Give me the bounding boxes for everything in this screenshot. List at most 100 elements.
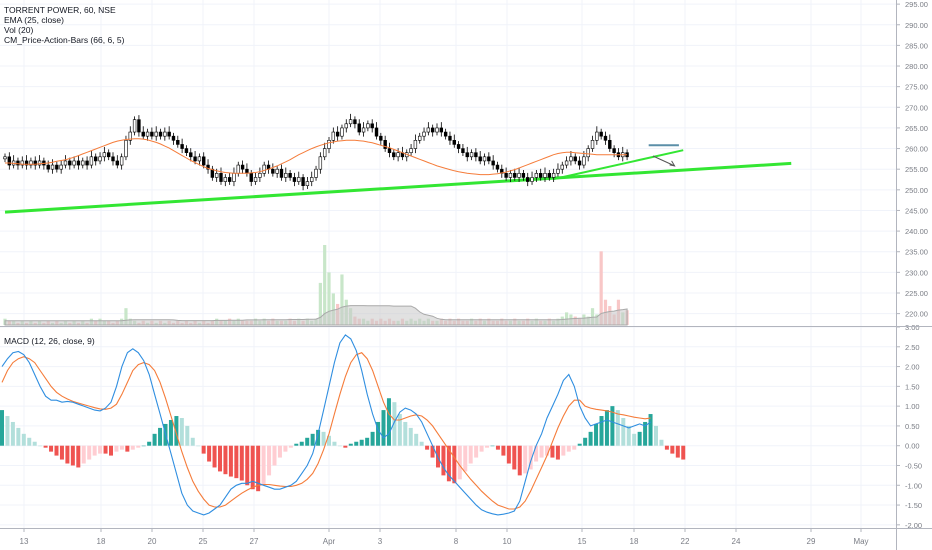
projection-arrow bbox=[652, 155, 675, 167]
macd-histogram-bar bbox=[583, 437, 588, 446]
time-tick-label[interactable]: 24 bbox=[732, 537, 741, 546]
time-tick-label[interactable]: 10 bbox=[503, 537, 512, 546]
time-tick-label[interactable]: May bbox=[853, 537, 868, 546]
macd-signal-line bbox=[1, 352, 651, 510]
macd-histogram-bar bbox=[337, 445, 342, 447]
macd-histogram-bar bbox=[555, 445, 560, 460]
time-tick-label[interactable]: 18 bbox=[97, 537, 106, 546]
candle bbox=[426, 127, 431, 133]
candle bbox=[3, 156, 7, 160]
price-tick-label: 285.00 bbox=[905, 41, 928, 50]
macd-histogram-bar bbox=[201, 445, 206, 454]
volume-bar bbox=[124, 308, 128, 325]
macd-histogram-bar bbox=[539, 445, 544, 458]
price-pane[interactable] bbox=[3, 113, 792, 214]
time-tick-label[interactable]: 18 bbox=[630, 537, 639, 546]
macd-legend-label[interactable]: MACD (12, 26, close, 9) bbox=[4, 336, 95, 346]
macd-histogram-bar bbox=[174, 416, 179, 446]
candle bbox=[297, 177, 301, 182]
macd-histogram-bar bbox=[327, 435, 331, 446]
macd-histogram-bar bbox=[490, 445, 495, 447]
candle bbox=[465, 152, 469, 158]
candle bbox=[443, 131, 448, 137]
ema-legend[interactable]: EMA (25, close) bbox=[4, 15, 64, 25]
macd-histogram-bar bbox=[604, 410, 609, 446]
time-tick-label[interactable]: 27 bbox=[250, 537, 259, 546]
macd-histogram-bar bbox=[534, 445, 539, 462]
macd-histogram-bar bbox=[495, 445, 500, 450]
macd-pane[interactable] bbox=[0, 334, 686, 516]
macd-histogram-bar bbox=[681, 445, 686, 460]
macd-histogram-bar bbox=[370, 431, 375, 446]
macd-histogram-bar bbox=[359, 439, 364, 446]
candle bbox=[569, 156, 573, 162]
macd-histogram-bar bbox=[381, 410, 386, 446]
candle bbox=[526, 177, 530, 182]
macd-histogram-bar bbox=[223, 445, 228, 475]
candle bbox=[33, 160, 37, 166]
candle bbox=[547, 173, 552, 178]
time-tick-label[interactable]: 25 bbox=[199, 537, 208, 546]
macd-histogram-bar bbox=[588, 431, 593, 446]
time-tick-label[interactable]: 15 bbox=[578, 537, 587, 546]
macd-histogram-bar bbox=[267, 445, 272, 476]
price-tick-label: 290.00 bbox=[905, 21, 928, 30]
time-tick-label[interactable]: 29 bbox=[807, 537, 816, 546]
symbol-legend[interactable]: TORRENT POWER, 60, NSE bbox=[4, 5, 116, 15]
macd-histogram-bar bbox=[76, 445, 81, 468]
candle bbox=[491, 160, 495, 166]
macd-histogram-bar bbox=[136, 445, 141, 448]
candle bbox=[132, 119, 137, 133]
macd-histogram-bar bbox=[0, 410, 4, 446]
candle bbox=[392, 152, 396, 158]
macd-tick-label: -1.00 bbox=[905, 481, 922, 490]
macd-histogram-bar bbox=[501, 445, 506, 456]
macd-histogram-bar bbox=[523, 445, 528, 474]
macd-histogram-bar bbox=[250, 445, 255, 490]
macd-histogram-bar bbox=[599, 416, 604, 446]
macd-histogram-bar bbox=[310, 433, 315, 446]
cm-price-action-legend[interactable]: CM_Price-Action-Bars (66, 6, 5) bbox=[4, 35, 125, 45]
macd-histogram-bar bbox=[81, 445, 86, 464]
candle bbox=[253, 177, 258, 182]
candle bbox=[59, 164, 63, 170]
macd-histogram-bar bbox=[288, 445, 293, 448]
macd-histogram-bar bbox=[119, 445, 124, 450]
time-tick-label[interactable]: 8 bbox=[454, 537, 459, 546]
candle bbox=[55, 164, 59, 170]
candle bbox=[180, 144, 184, 149]
macd-histogram-bar bbox=[299, 441, 304, 446]
time-tick-label[interactable]: 22 bbox=[681, 537, 690, 546]
time-tick-label[interactable]: 20 bbox=[148, 537, 157, 546]
macd-histogram-bar bbox=[550, 445, 555, 458]
candle bbox=[150, 131, 154, 137]
volume-bar bbox=[340, 274, 344, 325]
candle bbox=[327, 140, 331, 149]
time-tick-label[interactable]: 3 bbox=[378, 537, 383, 546]
candle bbox=[271, 168, 275, 174]
volume-legend[interactable]: Vol (20) bbox=[4, 25, 34, 35]
candle bbox=[184, 148, 189, 153]
time-tick-label[interactable]: 13 bbox=[20, 537, 29, 546]
time-tick-label[interactable]: Apr bbox=[323, 537, 336, 546]
candle bbox=[258, 173, 262, 178]
candle bbox=[331, 131, 336, 141]
candle bbox=[439, 127, 444, 133]
macd-histogram-bar bbox=[168, 419, 173, 446]
candle bbox=[106, 152, 111, 158]
candle bbox=[193, 156, 197, 162]
macd-tick-label: 0.50 bbox=[905, 422, 920, 431]
macd-tick-label: -2.00 bbox=[905, 521, 922, 530]
macd-histogram-bar bbox=[670, 445, 675, 454]
candle bbox=[538, 173, 543, 178]
macd-histogram-bar bbox=[65, 445, 70, 464]
macd-tick-label: 2.00 bbox=[905, 363, 920, 372]
candle bbox=[314, 168, 318, 178]
macd-histogram-bar bbox=[185, 425, 190, 446]
macd-histogram-bar bbox=[27, 437, 32, 446]
macd-histogram-bar bbox=[59, 445, 64, 460]
candle bbox=[197, 156, 202, 162]
candle bbox=[430, 127, 435, 133]
